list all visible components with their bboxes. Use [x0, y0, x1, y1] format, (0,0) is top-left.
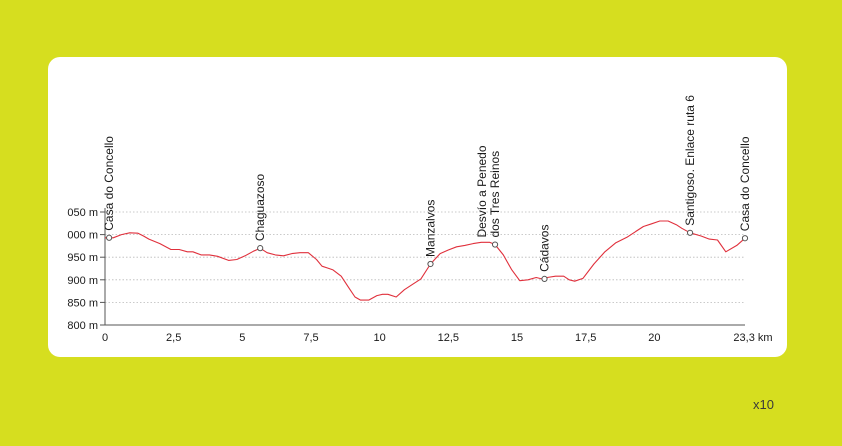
y-tick-label: 000 m	[67, 230, 98, 242]
x-tick-label: 17,5	[575, 332, 596, 344]
x-tick-label: 23,3 km	[733, 332, 772, 344]
elevation-profile-chart: 050 m 000 m 950 m 900 m 850 m 800 m 0 2,5 5 7,5 10…	[67, 95, 772, 344]
x-tick-label: 5	[239, 332, 245, 344]
x-tick-label: 15	[511, 332, 523, 344]
waypoint-label: Manzalvos	[423, 200, 437, 257]
waypoint-marker	[686, 229, 694, 236]
waypoint-marker	[427, 260, 434, 268]
waypoint-label: Santigoso. Enlace ruta 6	[683, 95, 697, 226]
y-tick-label: 850 m	[67, 297, 98, 309]
x-tick-label: 20	[648, 332, 660, 344]
y-tick-label: 800 m	[67, 320, 98, 332]
x-tick-label: 2,5	[166, 332, 181, 344]
x-tick-label: 7,5	[303, 332, 318, 344]
waypoint-marker	[741, 235, 749, 242]
waypoint-label: Chaguazoso	[253, 173, 267, 241]
x-tick-label: 0	[102, 332, 108, 344]
waypoint-marker	[106, 234, 113, 241]
waypoint-marker	[491, 241, 499, 248]
y-tick-label: 900 m	[67, 275, 98, 287]
x-tick-label: 12,5	[438, 332, 459, 344]
waypoint-marker	[257, 245, 264, 252]
y-tick-label: 950 m	[67, 252, 98, 264]
y-tick-label: 050 m	[67, 207, 98, 219]
waypoint-marker	[541, 275, 548, 282]
waypoint-label: Desvío a Penedo	[475, 145, 489, 237]
waypoint-label: Cádavos	[537, 225, 551, 272]
chart-card: 050 m 000 m 950 m 900 m 850 m 800 m 0 2,5 5 7,5 10…	[48, 57, 787, 357]
x-tick-label: 10	[374, 332, 386, 344]
zoom-label[interactable]: x10	[753, 397, 774, 412]
waypoint-label: Casa do Concello	[102, 136, 116, 231]
waypoint-label: Casa do Concello	[738, 136, 752, 231]
waypoint-label: dos Tres Reinos	[488, 151, 502, 238]
elevation-line	[105, 220, 746, 301]
